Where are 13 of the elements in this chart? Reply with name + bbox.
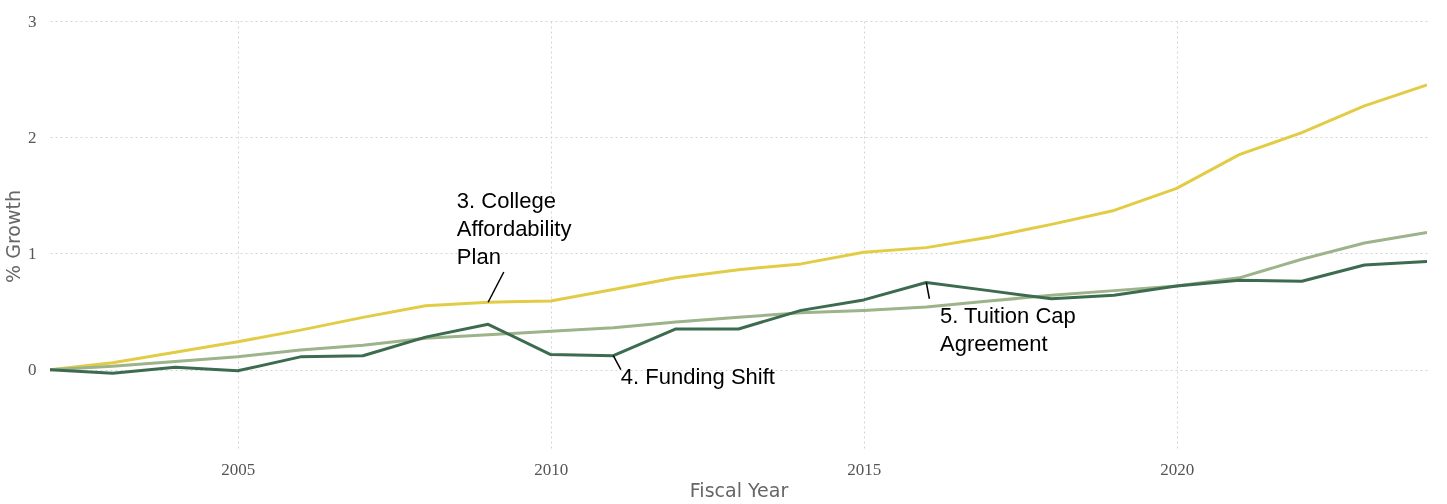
x-axis-title: Fiscal Year xyxy=(689,478,789,501)
y-tick-label: 1 xyxy=(28,243,37,263)
y-tick-label: 3 xyxy=(28,11,37,31)
annotation: 5. Tuition Cap Agreement xyxy=(940,302,1076,356)
y-axis-title: % Growth xyxy=(2,190,24,283)
x-tick-label: 2015 xyxy=(847,459,882,479)
y-tick-label: 2 xyxy=(28,127,37,147)
x-tick-label: 2010 xyxy=(534,459,569,479)
x-tick-label: 2005 xyxy=(221,459,256,479)
y-tick-label: 0 xyxy=(28,360,37,380)
x-tick-label: 2020 xyxy=(1160,459,1195,479)
annotation: 3. College Affordability Plan xyxy=(456,187,572,269)
annotation: 4. Funding Shift xyxy=(620,364,775,390)
